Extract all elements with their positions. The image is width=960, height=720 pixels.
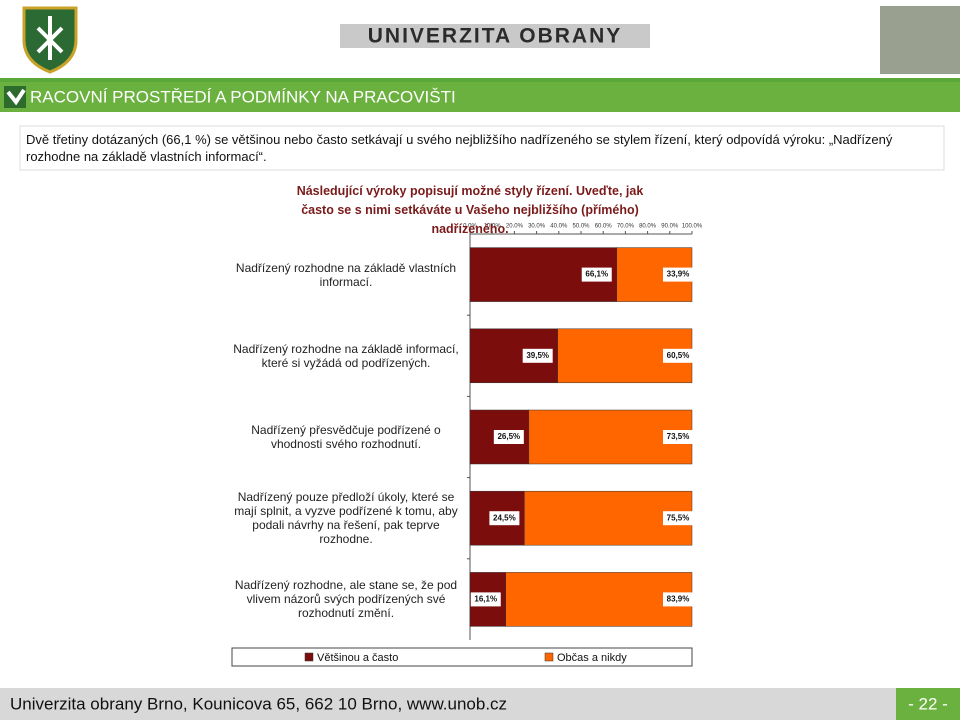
title-band [0, 82, 960, 112]
banner: UNIVERZITA OBRANY [368, 25, 623, 48]
legend-swatch [544, 652, 554, 662]
x-tick-label: 70.0% [617, 224, 635, 230]
footer-bg [0, 688, 960, 720]
value-label: 75,5% [667, 513, 690, 522]
value-label-bg [663, 267, 693, 282]
value-label-bg [663, 511, 693, 526]
header-rule [0, 78, 960, 82]
category-label: Nadřízený pouze předloží úkoly, které se… [234, 490, 458, 547]
legend-label: Většinou a často [317, 652, 398, 664]
title-icon-arrow [6, 88, 26, 106]
value-label-bg [493, 430, 524, 444]
value-label-bg [470, 592, 501, 607]
x-tick-label: 40.0% [550, 224, 568, 230]
value-label-bg [663, 348, 693, 363]
legend-swatch [304, 652, 314, 662]
value-label: 83,9% [667, 595, 690, 604]
logo-emblem [36, 16, 64, 60]
category-label: Nadřízený přesvědčuje podřízené o vhodno… [251, 423, 441, 451]
slide-title: RACOVNÍ PROSTŘEDÍ A PODMÍNKY NA PRACOVIŠ… [30, 87, 456, 106]
banner-bg [340, 24, 650, 48]
value-label: 73,5% [667, 432, 690, 441]
value-label: 24,5% [493, 513, 516, 522]
value-label: 26,5% [497, 432, 520, 441]
x-tick-label: 20.0% [506, 224, 524, 230]
intro-box [19, 125, 945, 171]
x-tick-label: 50.0% [572, 224, 590, 230]
page-number: - 22 - [908, 694, 948, 713]
x-tick-label: 60.0% [595, 224, 613, 230]
legend-label: Občas a nikdy [557, 652, 627, 664]
page-box [896, 688, 960, 720]
category-label: Nadřízený rozhodne na základě vlastních … [235, 260, 457, 289]
intro-text: Dvě třetiny dotázaných (66,1 %) se větši… [26, 132, 893, 164]
chart-title: Následující výroky popisují možné styly … [296, 184, 644, 236]
x-tick-label: 90.0% [661, 224, 679, 230]
value-label-bg [522, 348, 553, 363]
x-tick-label: 100.0% [682, 224, 703, 230]
x-tick-label: 0.0% [463, 224, 477, 230]
value-label: 39,5% [526, 351, 549, 360]
header-photo [880, 6, 960, 74]
value-label-bg [663, 430, 693, 444]
legend-box [231, 647, 693, 667]
value-label-bg [581, 267, 612, 282]
value-label: 16,1% [474, 595, 497, 604]
value-label: 66,1% [585, 270, 608, 279]
category-label: Nadřízený rozhodne, ale stane se, že pod… [234, 578, 458, 621]
x-tick-label: 80.0% [639, 224, 657, 230]
value-label: 60,5% [667, 351, 690, 360]
bar-segment [505, 572, 693, 627]
value-label: 33,9% [667, 270, 690, 279]
x-tick-label: 30.0% [528, 224, 546, 230]
category-label: Nadřízený rozhodne na základě informací,… [233, 341, 459, 370]
value-label-bg [489, 511, 520, 526]
value-label-bg [663, 592, 693, 607]
footer-address: Univerzita obrany Brno, Kounicova 65, 66… [10, 694, 507, 713]
x-tick-label: 10.0% [484, 224, 502, 230]
